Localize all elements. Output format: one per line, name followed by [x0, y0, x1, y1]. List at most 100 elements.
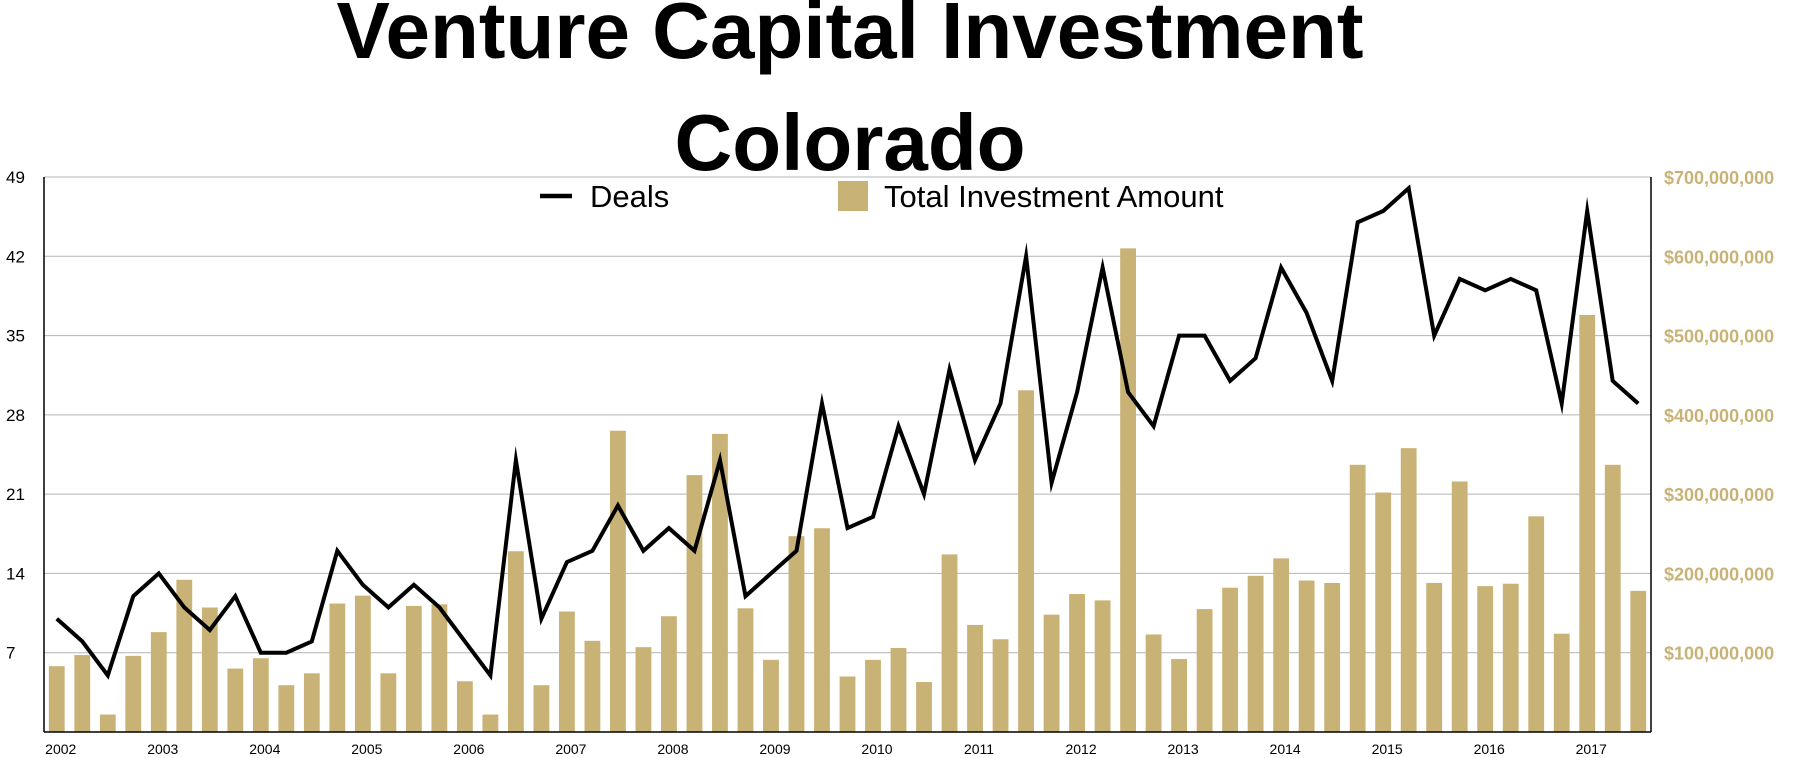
investment-bar: [1630, 590, 1647, 732]
investment-bar: [992, 639, 1009, 732]
legend-label-deals: Deals: [590, 179, 669, 214]
left-tick-label: 14: [6, 564, 25, 583]
investment-bar: [533, 685, 550, 732]
legend-bar-swatch: [838, 181, 868, 211]
line-series: [55, 184, 1640, 681]
investment-bar: [1043, 614, 1060, 732]
x-tick-label: 2012: [1065, 741, 1096, 757]
investment-bar: [1477, 586, 1494, 732]
investment-bar: [150, 632, 167, 732]
investment-bar: [431, 604, 448, 732]
investment-bar: [865, 659, 881, 732]
x-tick-label: 2007: [555, 741, 586, 757]
investment-bar: [201, 607, 218, 732]
investment-bar: [507, 551, 524, 732]
chart-subtitle: Colorado: [674, 98, 1025, 187]
x-tick-label: 2015: [1372, 741, 1403, 757]
investment-bar: [74, 655, 91, 732]
right-tick-label: $700,000,000: [1664, 168, 1774, 188]
investment-bar: [839, 676, 856, 732]
right-tick-label: $200,000,000: [1664, 564, 1774, 584]
investment-bar: [584, 640, 601, 732]
investment-bar: [1145, 634, 1162, 732]
chart-title: Venture Capital Investment: [337, 0, 1364, 75]
left-tick-label: 7: [6, 644, 15, 663]
x-tick-label: 2006: [453, 741, 484, 757]
investment-bar: [967, 624, 983, 732]
bar-series: [48, 248, 1647, 732]
x-tick-label: 2008: [657, 741, 688, 757]
investment-bar: [1273, 558, 1290, 732]
investment-bar: [763, 659, 779, 732]
investment-bar: [354, 595, 371, 732]
gridlines: [44, 176, 1651, 654]
investment-bar: [1196, 609, 1213, 732]
investment-bar: [99, 714, 116, 732]
investment-bar: [125, 655, 142, 732]
x-tick-label: 2010: [861, 741, 892, 757]
investment-bar: [176, 579, 193, 732]
investment-bar: [788, 536, 805, 732]
investment-bar: [1375, 492, 1392, 732]
investment-bar: [1502, 583, 1519, 732]
right-tick-label: $300,000,000: [1664, 485, 1774, 505]
investment-bar: [1579, 314, 1596, 732]
investment-bar: [1018, 390, 1034, 732]
investment-bar: [686, 475, 703, 732]
investment-bar: [1324, 582, 1341, 732]
x-tick-label: 2017: [1576, 741, 1607, 757]
left-tick-label: 42: [6, 247, 25, 266]
x-tick-label: 2009: [759, 741, 790, 757]
investment-bar: [941, 554, 958, 732]
investment-bar: [712, 433, 728, 732]
investment-bar: [661, 616, 677, 732]
investment-bar: [1400, 448, 1417, 732]
investment-bar: [1528, 516, 1545, 732]
investment-bar: [1451, 481, 1468, 732]
x-tick-label: 2003: [147, 741, 178, 757]
x-tick-label: 2013: [1168, 741, 1199, 757]
investment-bar: [456, 681, 473, 732]
x-tick-label: 2014: [1270, 741, 1301, 757]
investment-bar: [737, 608, 754, 732]
investment-bar: [1069, 594, 1085, 732]
left-tick-label: 28: [6, 406, 25, 425]
investment-bar: [1171, 659, 1188, 732]
investment-bar: [890, 647, 907, 732]
investment-bar: [252, 658, 269, 732]
right-tick-label: $500,000,000: [1664, 327, 1774, 347]
right-tick-label: $600,000,000: [1664, 247, 1774, 267]
investment-bar: [1298, 580, 1315, 732]
investment-bar: [1094, 600, 1111, 732]
left-tick-label: 21: [6, 485, 25, 504]
investment-bar: [48, 666, 65, 732]
investment-bar: [303, 673, 320, 732]
left-tick-label: 35: [6, 327, 25, 346]
left-tick-label: 49: [6, 168, 25, 187]
investment-bar: [405, 605, 422, 732]
legend-label-investment: Total Investment Amount: [884, 179, 1224, 214]
investment-bar: [610, 430, 626, 732]
x-tick-label: 2011: [964, 741, 994, 757]
investment-bar: [635, 647, 652, 732]
investment-bar: [1120, 248, 1136, 732]
investment-bar: [916, 682, 932, 732]
investment-bar: [1604, 464, 1621, 732]
investment-bar: [1247, 575, 1264, 732]
investment-bar: [1426, 582, 1443, 732]
investment-bar: [1222, 587, 1239, 732]
right-tick-label: $400,000,000: [1664, 406, 1774, 426]
investment-bar: [278, 685, 295, 732]
investment-bar: [559, 611, 575, 732]
right-tick-label: $100,000,000: [1664, 644, 1774, 664]
investment-bar: [329, 603, 346, 732]
x-tick-label: 2005: [351, 741, 382, 757]
legend: Deals Total Investment Amount: [540, 179, 1224, 214]
investment-bar: [380, 673, 397, 732]
x-tick-label: 2002: [45, 741, 76, 757]
investment-bar: [227, 668, 244, 732]
investment-bar: [814, 528, 830, 732]
x-tick-label: 2004: [249, 741, 280, 757]
investment-bar: [1553, 633, 1570, 732]
